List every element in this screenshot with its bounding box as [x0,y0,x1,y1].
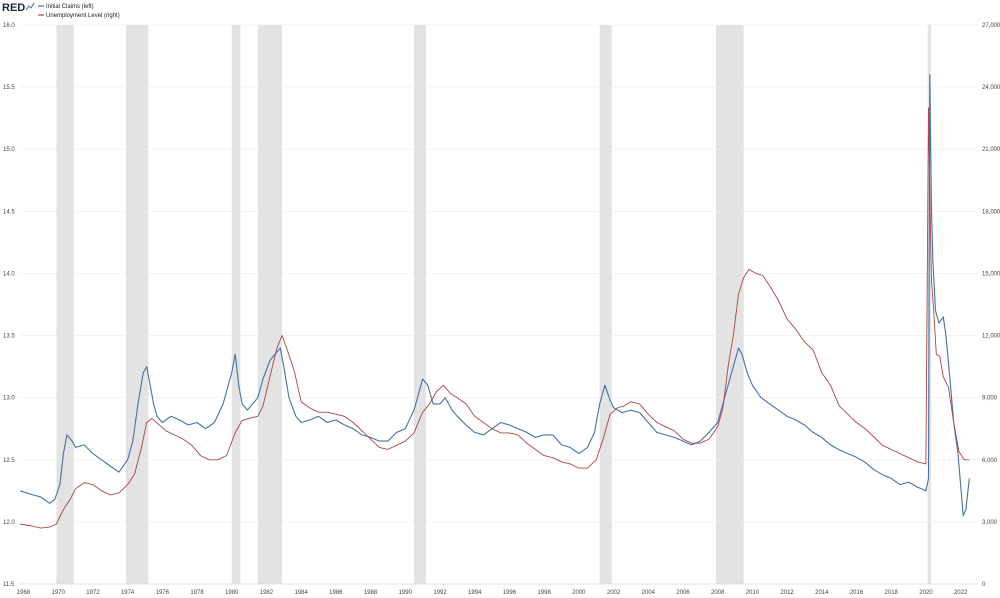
x-tick-label: 1996 [503,590,517,596]
recession-band [56,25,74,584]
x-tick-label: 2018 [885,590,899,596]
y-tick-label-right: 3,000 [982,520,998,526]
fred-logo-text: RED [2,2,25,14]
x-tick-label: 1986 [329,590,343,596]
x-tick-label: 1978 [190,590,204,596]
y-tick-label-left: 15.0 [3,147,15,153]
x-tick-label: 2020 [919,590,933,596]
x-axis: 1968 1970 1972 1974 1976 1978 1980 1982 1984 1986… [17,583,978,596]
x-tick-label: 2014 [815,590,829,596]
x-tick-label: 1968 [17,590,31,596]
recession-band [257,25,283,584]
y-tick-label-left: 15.5 [3,85,15,91]
x-tick-label: 2008 [711,590,725,596]
x-tick-label: 1984 [294,590,308,596]
recession-band [715,25,744,584]
y-tick-label-right: 6,000 [982,458,998,464]
x-tick-label: 2000 [572,590,586,596]
y-tick-label-left: 14.5 [3,209,15,215]
x-tick-label: 1972 [86,590,100,596]
x-tick-label: 2022 [954,590,968,596]
y-tick-label-right: 9,000 [982,396,998,402]
recession-band [413,25,427,584]
y-tick-label-right: 21,000 [982,147,1000,153]
y-tick-label-right: 0 [982,582,986,588]
recession-band [599,25,612,584]
y-axis-right: 0 3,000 6,000 9,000 12,000 15,000 18,000 21,000… [982,23,1000,588]
y-tick-label-left: 12.5 [3,458,15,464]
y-tick-label-left: 13.0 [3,396,15,402]
y-tick-label-right: 15,000 [982,271,1000,277]
y-tick-label-left: 11.5 [3,582,15,588]
series-line-initial-claims [19,74,970,517]
y-tick-label-right: 24,000 [982,85,1000,91]
y-tick-label-right: 27,000 [982,23,1000,29]
y-tick-label-left: 16.0 [3,23,15,29]
y-axis-left: 11.5 12.0 12.5 13.0 13.5 14.0 14.5 15.0 15.5 16.0 [3,23,15,588]
x-tick-label: 1976 [156,590,170,596]
x-tick-label: 1994 [468,590,482,596]
y-tick-label-left: 13.5 [3,334,15,340]
x-tick-label: 2006 [676,590,690,596]
y-tick-label-left: 12.0 [3,520,15,526]
series-lines [19,74,970,529]
x-tick-label: 1974 [121,590,135,596]
recession-band [231,25,241,584]
y-tick-label-right: 12,000 [982,334,1000,340]
legend-label-initial-claims[interactable]: Initial Claims (left) [46,4,94,10]
chart-squiggle-icon [25,2,35,11]
recession-band [125,25,149,584]
x-tick-label: 1998 [537,590,551,596]
x-tick-label: 1992 [433,590,447,596]
legend-label-unemployment-level[interactable]: Unemployment Level (right) [46,13,120,19]
fred-logo[interactable]: RED [2,2,35,14]
legend: Initial Claims (left) Unemployment Level… [38,4,120,19]
x-tick-label: 2016 [850,590,864,596]
x-tick-label: 2010 [746,590,760,596]
x-tick-label: 2012 [780,590,794,596]
x-tick-label: 1980 [225,590,239,596]
y-tick-label-left: 14.0 [3,271,15,277]
x-tick-label: 1988 [364,590,378,596]
x-tick-label: 2004 [642,590,656,596]
x-tick-label: 2002 [607,590,621,596]
x-tick-label: 1982 [260,590,274,596]
x-tick-label: 1970 [52,590,66,596]
x-tick-label: 1990 [399,590,413,596]
y-tick-label-right: 18,000 [982,209,1000,215]
series-line-unemployment-level [19,107,970,529]
